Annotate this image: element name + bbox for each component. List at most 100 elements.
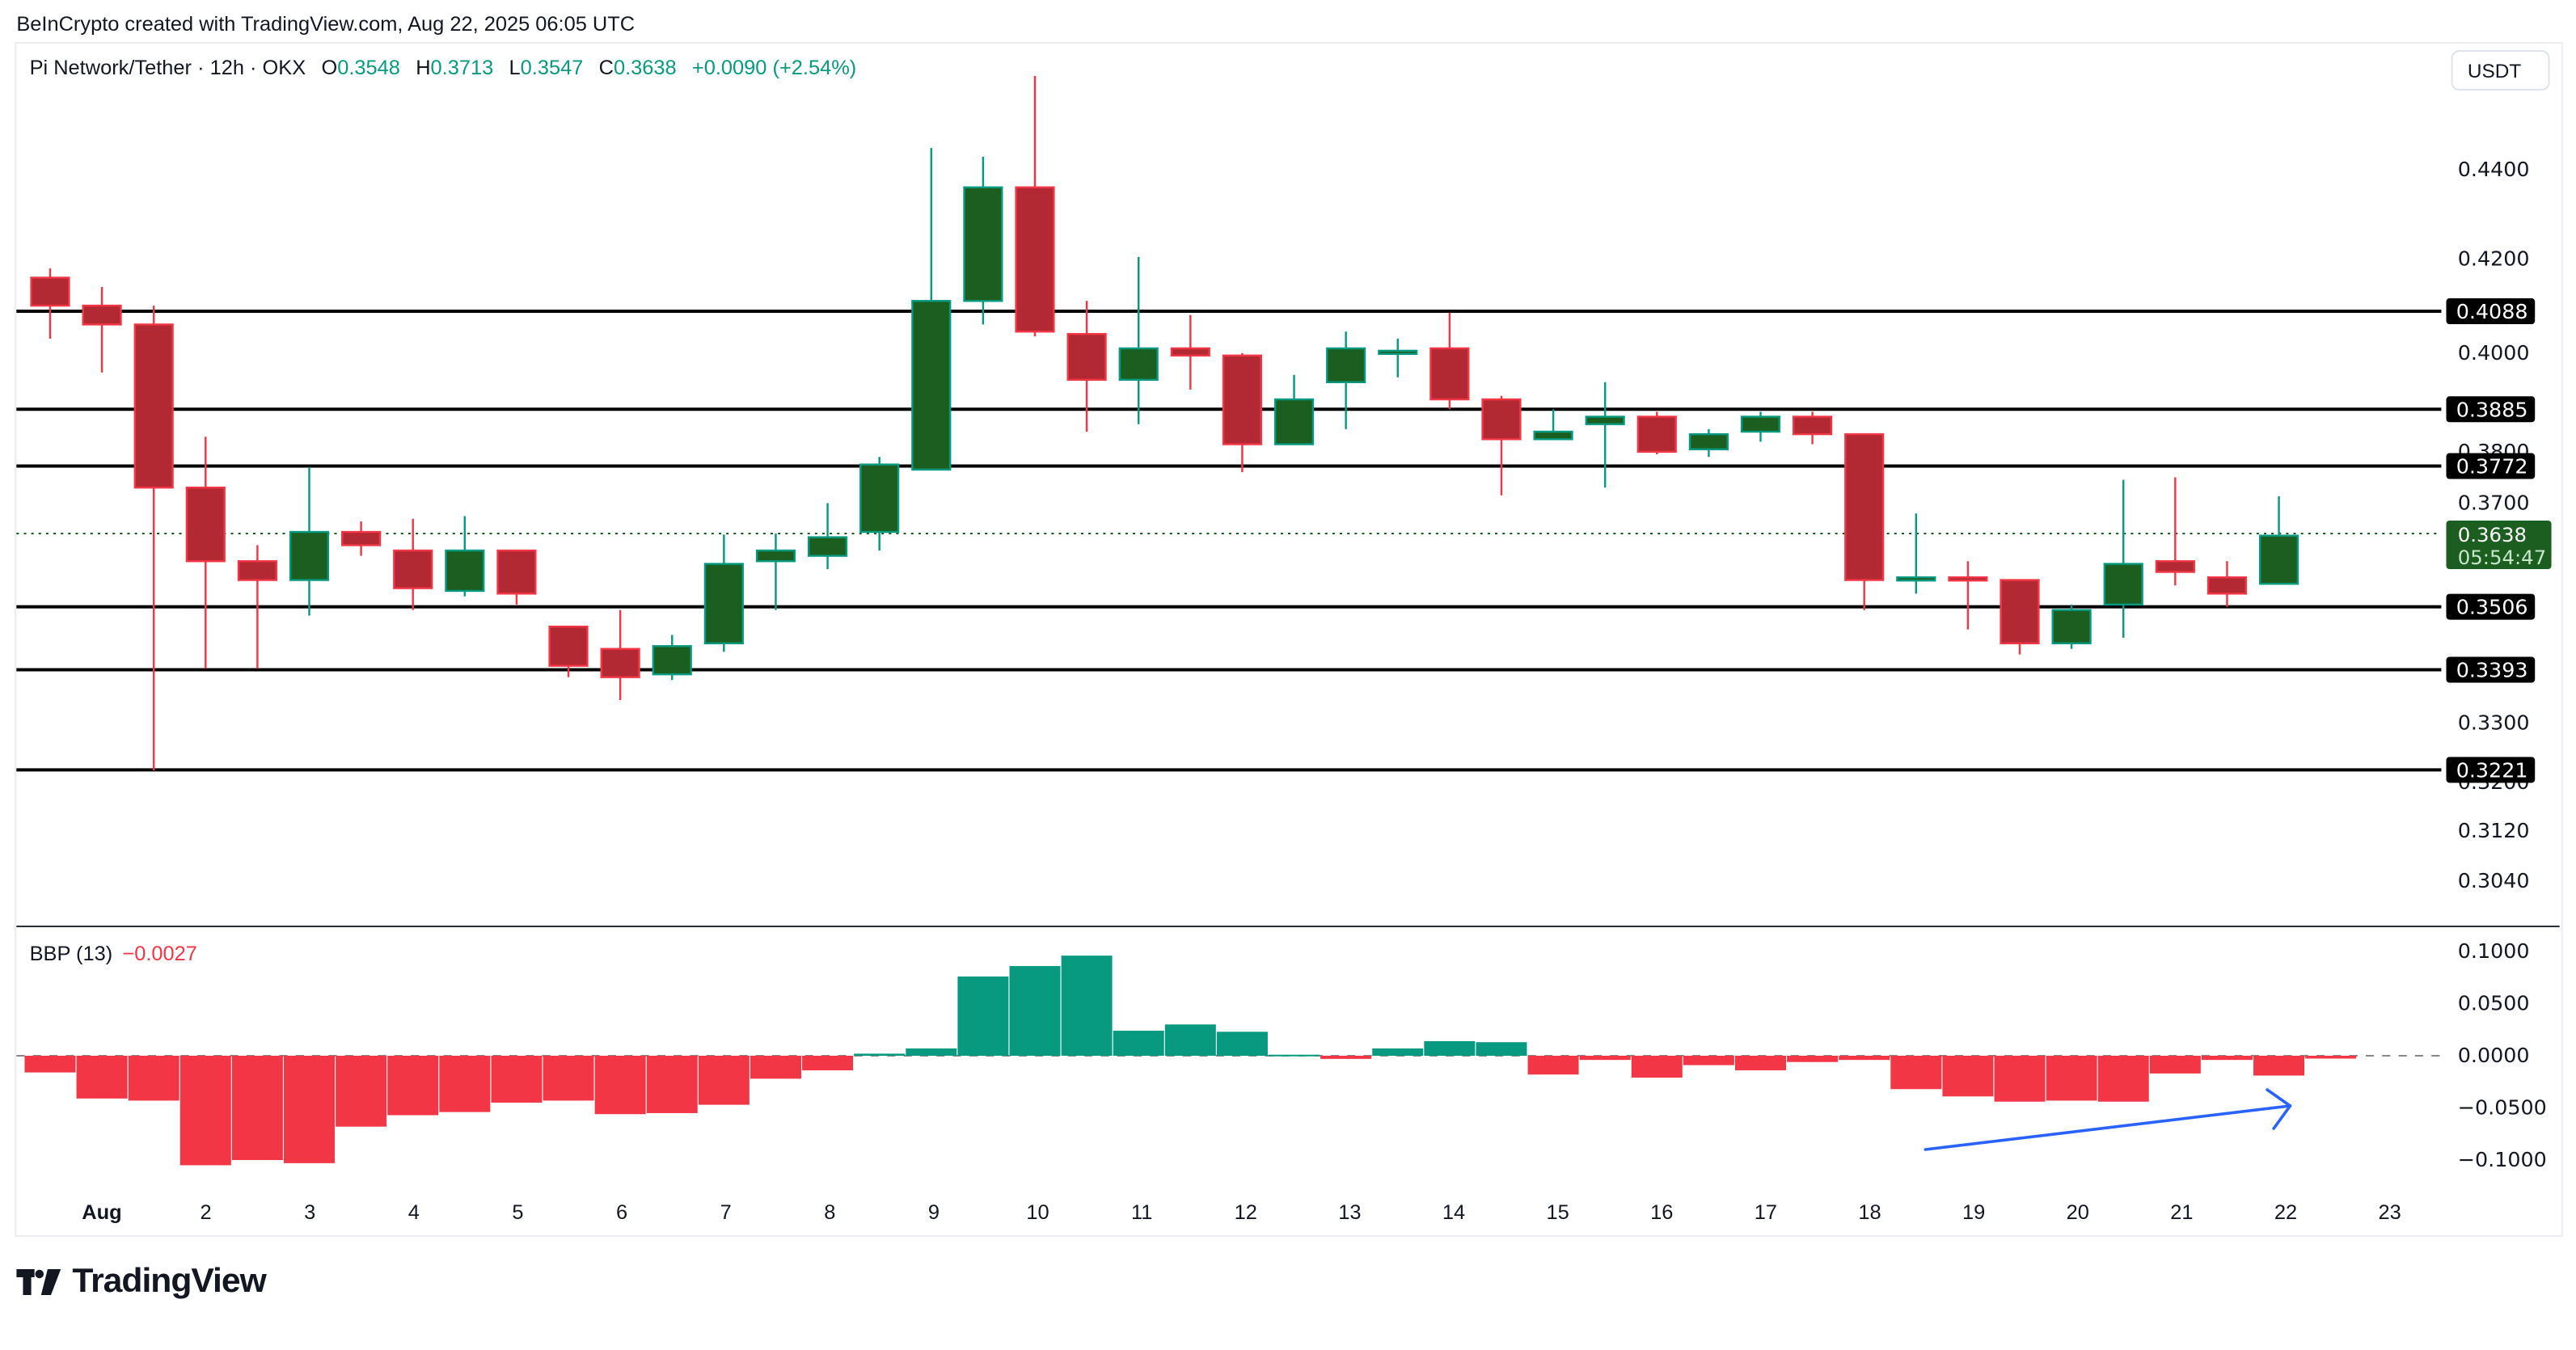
bbp-bar — [1269, 1054, 1320, 1057]
bbp-bar — [439, 1056, 491, 1112]
candle — [963, 156, 1003, 325]
bbp-bar — [1527, 1056, 1579, 1075]
candle — [341, 521, 382, 556]
candle — [1015, 75, 1055, 337]
tradingview-logo-icon — [16, 1269, 61, 1295]
currency-unit-button[interactable]: USDT — [2451, 50, 2550, 91]
bbp-bar — [24, 1056, 76, 1073]
bbp-bar — [2253, 1056, 2305, 1076]
bbp-bar — [336, 1056, 387, 1127]
time-tick: 19 — [1962, 1201, 1985, 1224]
candle — [445, 516, 485, 597]
bbp-bar — [128, 1056, 179, 1101]
candle — [911, 148, 952, 471]
time-tick: 21 — [2170, 1201, 2193, 1224]
candle — [1273, 374, 1315, 445]
bbp-bar — [2305, 1056, 2357, 1059]
price-tick: 0.3040 — [2458, 869, 2530, 892]
candle — [1429, 312, 1470, 410]
svg-text:05:54:47: 05:54:47 — [2458, 546, 2546, 569]
bbp-bar — [957, 976, 1009, 1056]
time-tick: 18 — [1858, 1201, 1881, 1224]
chart-panel[interactable] — [15, 42, 2563, 1237]
candle — [2103, 479, 2143, 638]
bbp-bar — [1787, 1056, 1839, 1062]
bbp-bar — [543, 1056, 594, 1101]
time-tick: 2 — [201, 1201, 212, 1224]
level-badge-label: 0.3221 — [2456, 759, 2528, 783]
candle — [1481, 395, 1522, 496]
level-badge-label: 0.3393 — [2456, 659, 2528, 682]
bbp-tick: 0.0500 — [2458, 992, 2530, 1015]
bbp-bar — [854, 1053, 906, 1056]
bbp-bar — [1424, 1040, 1476, 1056]
bbp-bar — [750, 1056, 801, 1079]
candle — [1585, 382, 1625, 488]
bbp-bar — [1890, 1056, 1942, 1090]
bbp-bar — [1476, 1042, 1527, 1056]
candle — [133, 306, 174, 771]
time-tick: 23 — [2378, 1201, 2401, 1224]
bbp-bar — [802, 1056, 854, 1071]
bbp-bar — [1994, 1056, 2046, 1102]
candle — [1326, 331, 1366, 429]
logo-text: TradingView — [72, 1263, 266, 1300]
time-tick: 6 — [616, 1201, 627, 1224]
time-tick: 11 — [1131, 1201, 1152, 1224]
candle — [1948, 561, 1988, 630]
candle — [2258, 496, 2299, 585]
bbp-bar — [1061, 956, 1113, 1056]
bbp-bar — [1579, 1056, 1631, 1061]
bbp-bar — [906, 1048, 957, 1056]
time-tick: 14 — [1442, 1201, 1465, 1224]
candlestick-series — [30, 75, 2299, 771]
candle — [30, 268, 70, 340]
candle — [1740, 411, 1781, 442]
price-tick: 0.4000 — [2458, 341, 2530, 365]
svg-text:0.3638: 0.3638 — [2458, 524, 2527, 546]
time-tick: 22 — [2274, 1201, 2297, 1224]
candle — [237, 545, 277, 669]
bbp-histogram — [24, 956, 2357, 1166]
price-tick: 0.3300 — [2458, 711, 2530, 735]
bbp-tick: −0.0500 — [2458, 1096, 2547, 1120]
bbp-bar — [1683, 1056, 1734, 1065]
bbp-legend: BBP (13) −0.0027 — [30, 943, 197, 965]
level-badge — [2446, 656, 2536, 683]
bbp-bar — [2097, 1056, 2149, 1102]
chart-caption: BeInCrypto created with TradingView.com,… — [16, 13, 636, 36]
candle — [1118, 256, 1159, 424]
price-tick: 0.3700 — [2458, 491, 2530, 515]
high-value: 0.3713 — [430, 57, 494, 79]
candle — [548, 625, 589, 677]
open-value: 0.3548 — [337, 57, 400, 79]
price-axis: 0.44000.42000.40000.38000.37000.33000.32… — [2446, 158, 2536, 892]
candle — [2155, 477, 2195, 586]
bbp-bar — [2046, 1056, 2097, 1101]
candle — [2051, 604, 2092, 649]
low-value: 0.3547 — [520, 57, 584, 79]
bbp-bar — [1164, 1024, 1216, 1056]
bbp-bar — [1631, 1056, 1683, 1078]
bbp-bar — [1320, 1056, 1372, 1059]
candle — [82, 286, 122, 373]
time-tick: 16 — [1650, 1201, 1673, 1224]
candle — [1066, 301, 1107, 432]
candle — [289, 466, 330, 616]
price-tick: 0.4400 — [2458, 158, 2530, 181]
bbp-bar — [646, 1056, 698, 1113]
candle — [600, 610, 640, 701]
tradingview-logo: TradingView — [16, 1263, 267, 1301]
price-tick: 0.4200 — [2458, 247, 2530, 271]
bbp-name: BBP (13) — [29, 943, 113, 965]
bbp-bar — [387, 1056, 439, 1116]
bbp-bar — [698, 1056, 750, 1105]
bbp-bar — [76, 1056, 128, 1099]
bbp-bar — [1942, 1056, 1994, 1097]
candle — [1170, 314, 1210, 390]
candle — [859, 457, 900, 551]
bbp-axis: 0.1000 0.0500 0.0000 −0.0500 −0.1000 — [2458, 939, 2547, 1171]
time-tick: Aug — [82, 1201, 121, 1224]
